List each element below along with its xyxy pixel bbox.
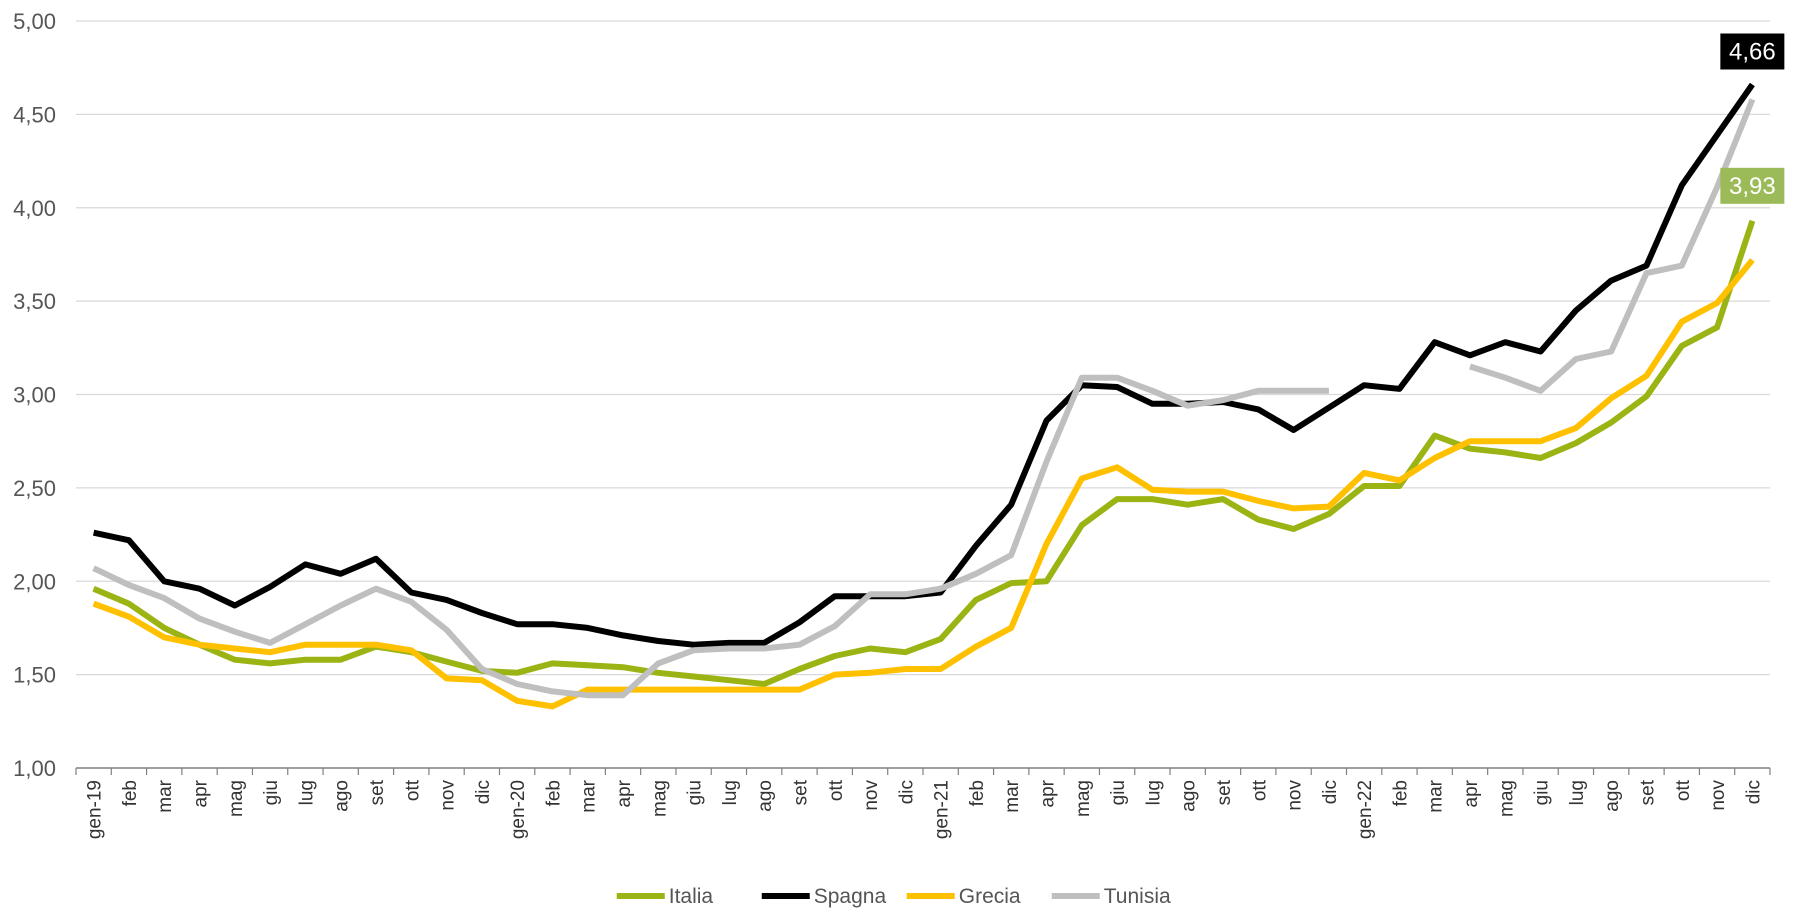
- x-tick-label: giu: [685, 780, 706, 805]
- x-tick-label: apr: [614, 779, 635, 807]
- annotation-label: 4,66: [1729, 38, 1776, 65]
- series-line-spagna: [92, 82, 1755, 648]
- x-tick-label: mar: [1002, 779, 1023, 812]
- x-tick-label: lug: [1567, 780, 1588, 805]
- legend-label-grecia: Grecia: [959, 885, 1021, 908]
- y-tick-label: 1,50: [13, 663, 56, 688]
- x-tick-label: mag: [1073, 780, 1094, 817]
- x-tick-label: nov: [861, 780, 882, 811]
- y-tick-label: 2,00: [13, 569, 56, 594]
- x-tick-label: apr: [1461, 779, 1482, 807]
- x-tick-label: lug: [296, 780, 317, 805]
- x-tick-label: giu: [261, 780, 282, 805]
- y-tick-label: 3,00: [13, 383, 56, 408]
- x-tick-label: nov: [1285, 780, 1306, 811]
- x-tick-label: ott: [1673, 779, 1694, 801]
- x-tick-label: ago: [1179, 780, 1200, 812]
- x-tick-label: nov: [438, 780, 459, 811]
- x-tick-label: ago: [755, 780, 776, 812]
- x-tick-label: mar: [579, 779, 600, 812]
- x-tick-label: feb: [967, 780, 988, 806]
- x-tick-label: dic: [473, 780, 494, 804]
- y-tick-label: 4,00: [13, 196, 56, 221]
- x-tick-label: mag: [226, 780, 247, 817]
- legend: Italia Spagna Grecia Tunisia: [616, 885, 1171, 908]
- y-axis: 1,00 1,50 2,00 2,50 3,00 3,50 4,00 4,50 5,00: [13, 9, 56, 781]
- y-tick-label: 1,00: [13, 756, 56, 781]
- gridlines: [76, 20, 1770, 676]
- y-tick-label: 2,50: [13, 476, 56, 501]
- x-tick-label: feb: [120, 780, 141, 806]
- x-axis: gen-19 feb mar apr mag giu lug ago set ott nov dic g…: [75, 767, 1771, 839]
- x-tick-label: mar: [1426, 779, 1447, 812]
- y-tick-label: 5,00: [13, 9, 56, 34]
- x-tick-label: dic: [896, 780, 917, 804]
- x-tick-label: set: [1214, 779, 1235, 805]
- x-tick-label: apr: [1038, 779, 1059, 807]
- x-tick-label: mag: [1496, 780, 1517, 817]
- x-tick-label: giu: [1532, 780, 1553, 805]
- series-line-tunisia: [92, 374, 1329, 699]
- series-line-italia: [92, 219, 1756, 687]
- legend-label-tunisia: Tunisia: [1104, 885, 1171, 908]
- x-tick-label: set: [790, 779, 811, 805]
- x-tick-label: nov: [1708, 780, 1729, 811]
- value-annotations: 4,66 3,93: [1720, 33, 1785, 204]
- x-tick-label: ago: [1602, 780, 1623, 812]
- series-lines: [92, 82, 1756, 710]
- x-tick-label: mag: [649, 780, 670, 817]
- legend-label-spagna: Spagna: [814, 885, 887, 908]
- series-line-tunisia: [1469, 98, 1756, 394]
- x-tick-label: ott: [1249, 779, 1270, 801]
- series-line-grecia: [92, 258, 1755, 710]
- x-tick-label: ott: [826, 779, 847, 801]
- x-tick-label: gen-20: [508, 780, 529, 839]
- x-tick-label: gen-19: [85, 780, 106, 839]
- x-tick-label: giu: [1108, 780, 1129, 805]
- x-tick-label: mar: [155, 779, 176, 812]
- x-tick-label: gen-22: [1355, 780, 1376, 839]
- x-tick-label: set: [1637, 779, 1658, 805]
- x-tick-label: lug: [1143, 780, 1164, 805]
- x-tick-label: gen-21: [932, 780, 953, 839]
- x-tick-label: set: [367, 779, 388, 805]
- x-tick-label: ago: [332, 780, 353, 812]
- x-tick-label: dic: [1743, 780, 1764, 804]
- x-tick-label: dic: [1320, 780, 1341, 804]
- x-tick-label: feb: [1390, 780, 1411, 806]
- x-tick-label: ott: [402, 779, 423, 801]
- annotation-badge: [1720, 167, 1785, 204]
- x-tick-label: apr: [191, 779, 212, 807]
- annotation-label: 3,93: [1729, 173, 1776, 200]
- y-tick-label: 3,50: [13, 289, 56, 314]
- legend-label-italia: Italia: [669, 885, 714, 908]
- x-tick-label: lug: [720, 780, 741, 805]
- annotation-badge: [1720, 33, 1785, 70]
- y-tick-label: 4,50: [13, 102, 56, 127]
- x-tick-label: feb: [543, 780, 564, 806]
